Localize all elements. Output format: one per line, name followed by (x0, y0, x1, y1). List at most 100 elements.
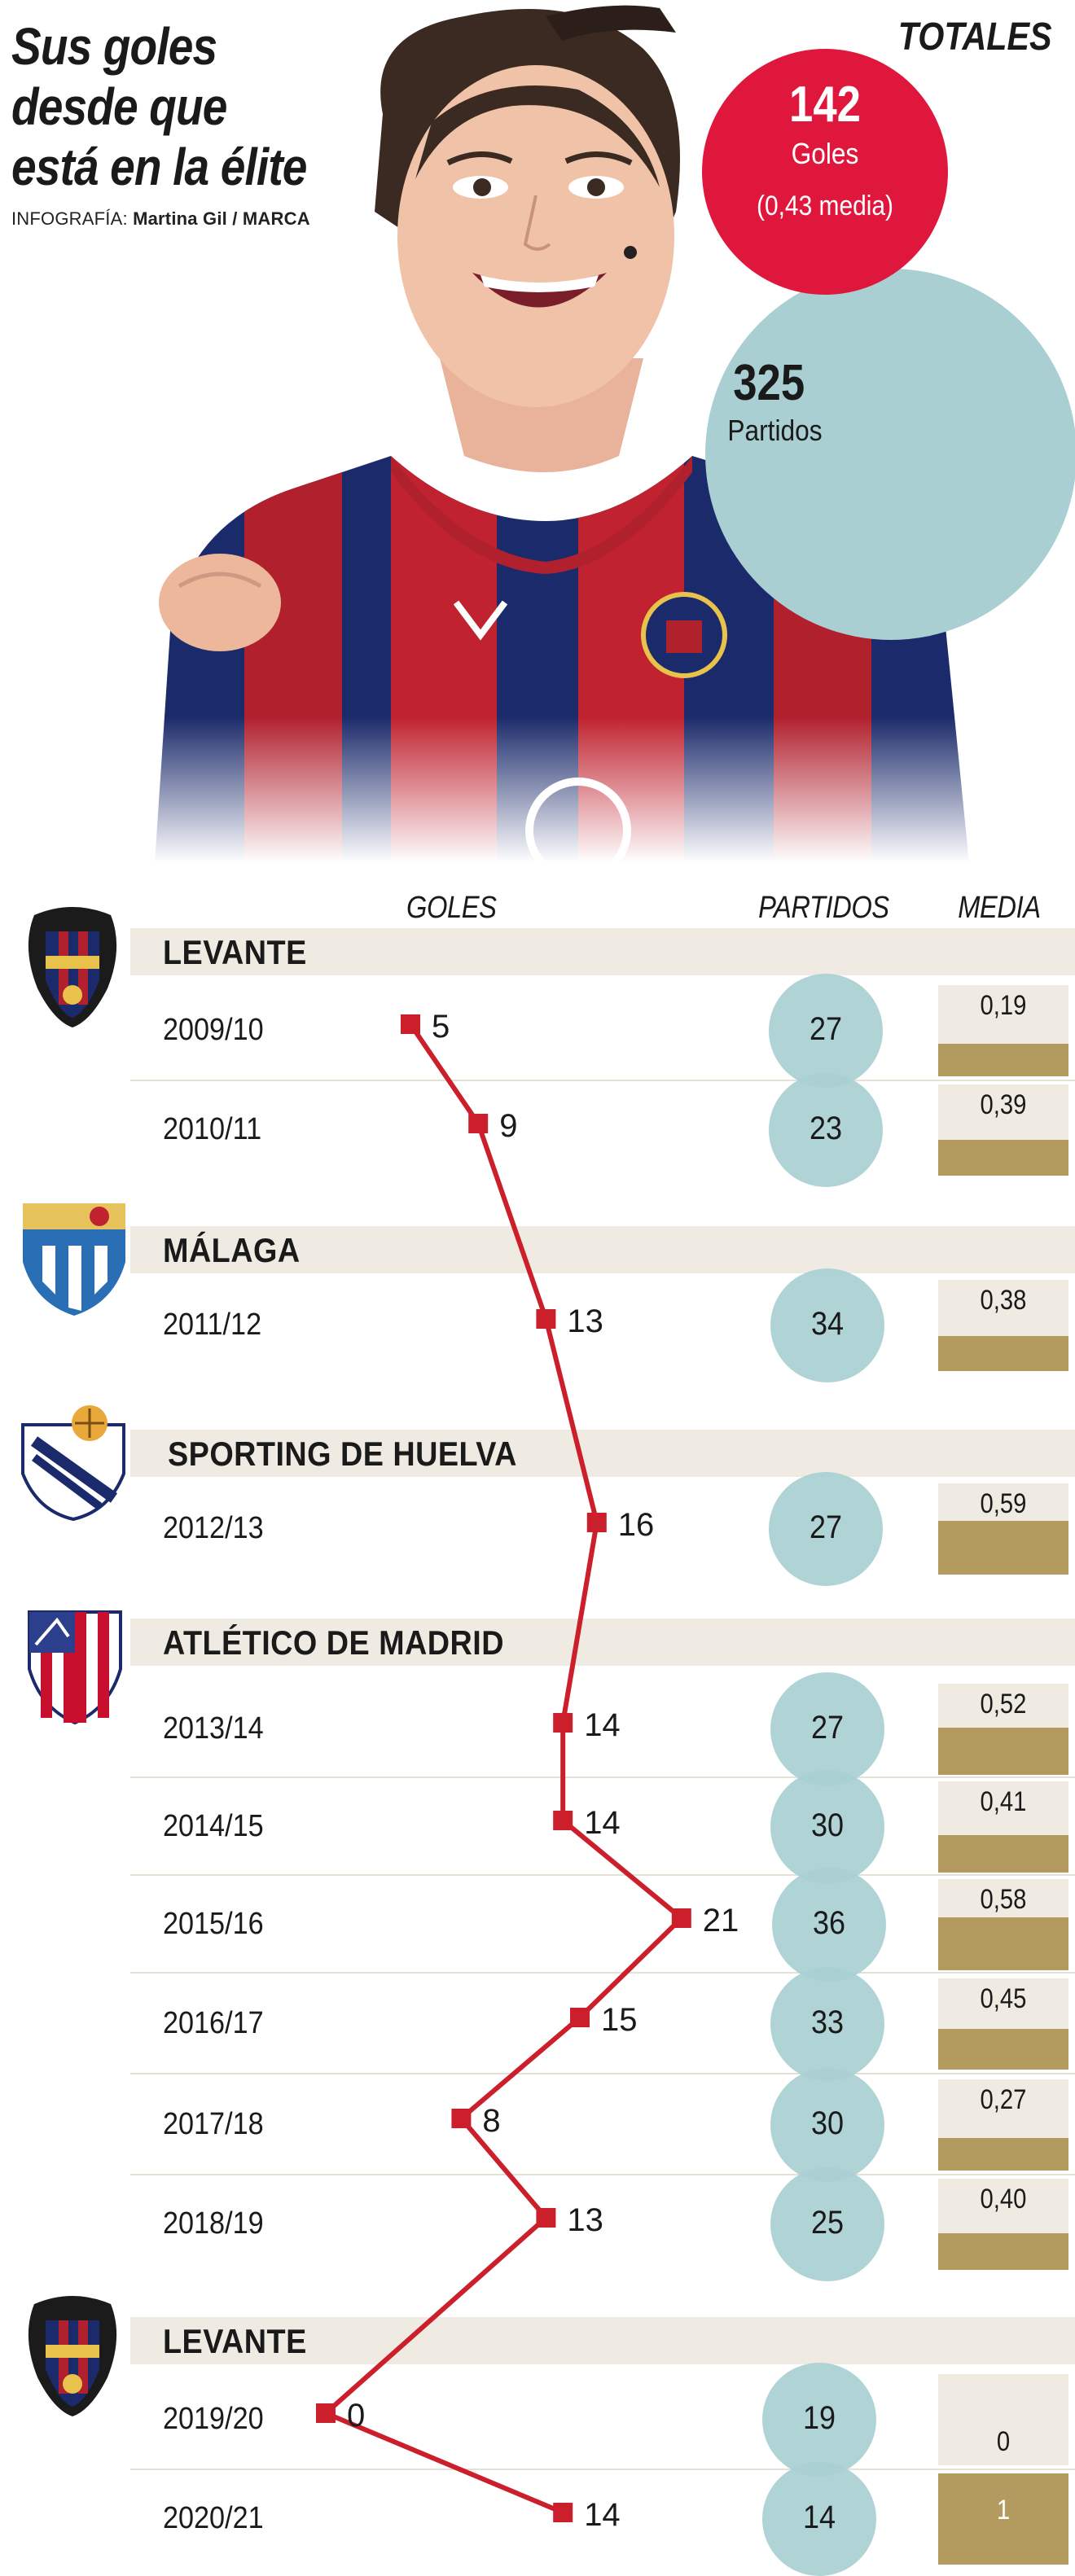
club-band-malaga (130, 1226, 1075, 1273)
average-box-bg (938, 1781, 1068, 1873)
average-box-bg (938, 1483, 1068, 1575)
average-box-bg (938, 1084, 1068, 1176)
average-box-bg (938, 1879, 1068, 1970)
credit-prefix: INFOGRAFÍA: (11, 208, 128, 229)
average-bar (938, 1140, 1068, 1176)
total-goals-value: 142 (789, 77, 861, 133)
average-value: 0,38 (980, 1285, 1027, 1316)
goals-data-label: 9 (499, 1108, 517, 1144)
goals-data-label: 14 (584, 2497, 621, 2533)
goals-point (586, 1513, 607, 1532)
row-separator (130, 1874, 1075, 1876)
total-matches-bubble: 325 Partidos (705, 269, 1075, 640)
goals-point (401, 1014, 420, 1034)
average-box-bg (938, 2374, 1068, 2465)
average-value: 0,19 (980, 990, 1027, 1021)
season-label: 2012/13 (163, 1511, 264, 1545)
totales-label: TOTALES (898, 15, 1052, 59)
goals-point (553, 1713, 573, 1733)
average-box (938, 1084, 1068, 1176)
headline-line-3: está en la élite (11, 138, 307, 196)
matches-bubble (770, 1672, 884, 1786)
matches-bubble (770, 1268, 884, 1382)
levante-crest-icon (28, 907, 117, 1027)
average-value: 1 (996, 2495, 1011, 2526)
season-label: 2009/10 (163, 1013, 264, 1047)
matches-value: 34 (810, 1306, 845, 1342)
season-label: 2016/17 (163, 2006, 264, 2040)
club-name-levante-1: LEVANTE (163, 933, 307, 971)
average-box-bg (938, 2179, 1068, 2270)
club-name-sporting: SPORTING DE HUELVA (168, 1435, 517, 1473)
row-separator (130, 1776, 1075, 1778)
goals-point (451, 2109, 472, 2128)
matches-value: 27 (809, 1509, 843, 1545)
average-value: 0,27 (980, 2084, 1027, 2115)
matches-value: 14 (802, 2499, 836, 2535)
matches-bubble (770, 2068, 884, 2182)
matches-value: 30 (810, 2105, 845, 2141)
goals-series-line (323, 1023, 684, 2515)
total-goals-average: (0,43 media) (757, 191, 893, 221)
total-goals-label: Goles (791, 137, 859, 170)
club-band-sporting (130, 1430, 1075, 1477)
goals-data-label: 21 (703, 1903, 739, 1939)
total-matches-value: 325 (733, 355, 805, 411)
average-bar (938, 1044, 1068, 1076)
average-value: 0,52 (980, 1689, 1027, 1720)
goals-data-label: 14 (584, 1805, 621, 1841)
average-value: 0,39 (980, 1089, 1027, 1120)
matches-value: 23 (809, 1111, 843, 1146)
row-separator (130, 1972, 1075, 1974)
column-media: MEDIA (958, 891, 1041, 925)
photo-fade (0, 716, 1075, 863)
matches-value: 25 (810, 2205, 845, 2241)
goals-data-label: 16 (618, 1507, 655, 1543)
average-box (938, 1684, 1068, 1775)
club-name-atletico: ATLÉTICO DE MADRID (163, 1623, 504, 1662)
matches-bubble (769, 1472, 883, 1586)
club-name-levante-2: LEVANTE (163, 2322, 307, 2360)
average-bar (938, 1835, 1068, 1873)
goals-point (468, 1114, 489, 1133)
row-separator (130, 2073, 1075, 2074)
average-value: 0 (996, 2426, 1011, 2457)
credit-name: Martina Gil / MARCA (133, 208, 310, 229)
average-box (938, 2473, 1068, 2565)
average-box-bg (938, 985, 1068, 1076)
season-label: 2015/16 (163, 1907, 264, 1941)
headline-line-1: Sus goles (11, 17, 217, 76)
club-band-levante-2 (130, 2317, 1075, 2364)
matches-bubble (762, 2462, 876, 2576)
credit: INFOGRAFÍA: Martina Gil / MARCA (11, 208, 310, 230)
average-value: 0,41 (980, 1786, 1027, 1817)
column-goles: GOLES (406, 891, 497, 925)
average-bar (938, 2473, 1068, 2565)
goals-data-label: 14 (584, 1707, 621, 1743)
goals-point (553, 2503, 573, 2522)
goals-point (536, 2208, 556, 2228)
average-box (938, 1781, 1068, 1873)
club-band-levante-1 (130, 928, 1075, 975)
goals-data-label: 0 (347, 2398, 365, 2434)
column-partidos: PARTIDOS (758, 891, 889, 925)
goals-point (671, 1908, 691, 1928)
average-box-bg (938, 2079, 1068, 2171)
season-label: 2011/12 (163, 1308, 262, 1342)
matches-value: 36 (812, 1905, 846, 1941)
average-box (938, 2079, 1068, 2171)
average-value: 0,59 (980, 1488, 1027, 1519)
average-box (938, 2374, 1068, 2465)
headline: Sus goles desde que está en la élite (11, 16, 307, 197)
season-label: 2020/21 (163, 2501, 264, 2535)
goals-data-label: 15 (601, 2002, 638, 2038)
season-label: 2018/19 (163, 2206, 264, 2241)
goals-point (553, 1811, 573, 1830)
season-label: 2019/20 (163, 2402, 264, 2436)
matches-bubble (769, 1073, 883, 1187)
club-band-atletico (130, 1619, 1075, 1666)
sporting-huelva-crest-icon (21, 1405, 125, 1522)
average-value: 0,58 (980, 1884, 1027, 1915)
average-bar (938, 1336, 1068, 1371)
average-box (938, 1879, 1068, 1970)
